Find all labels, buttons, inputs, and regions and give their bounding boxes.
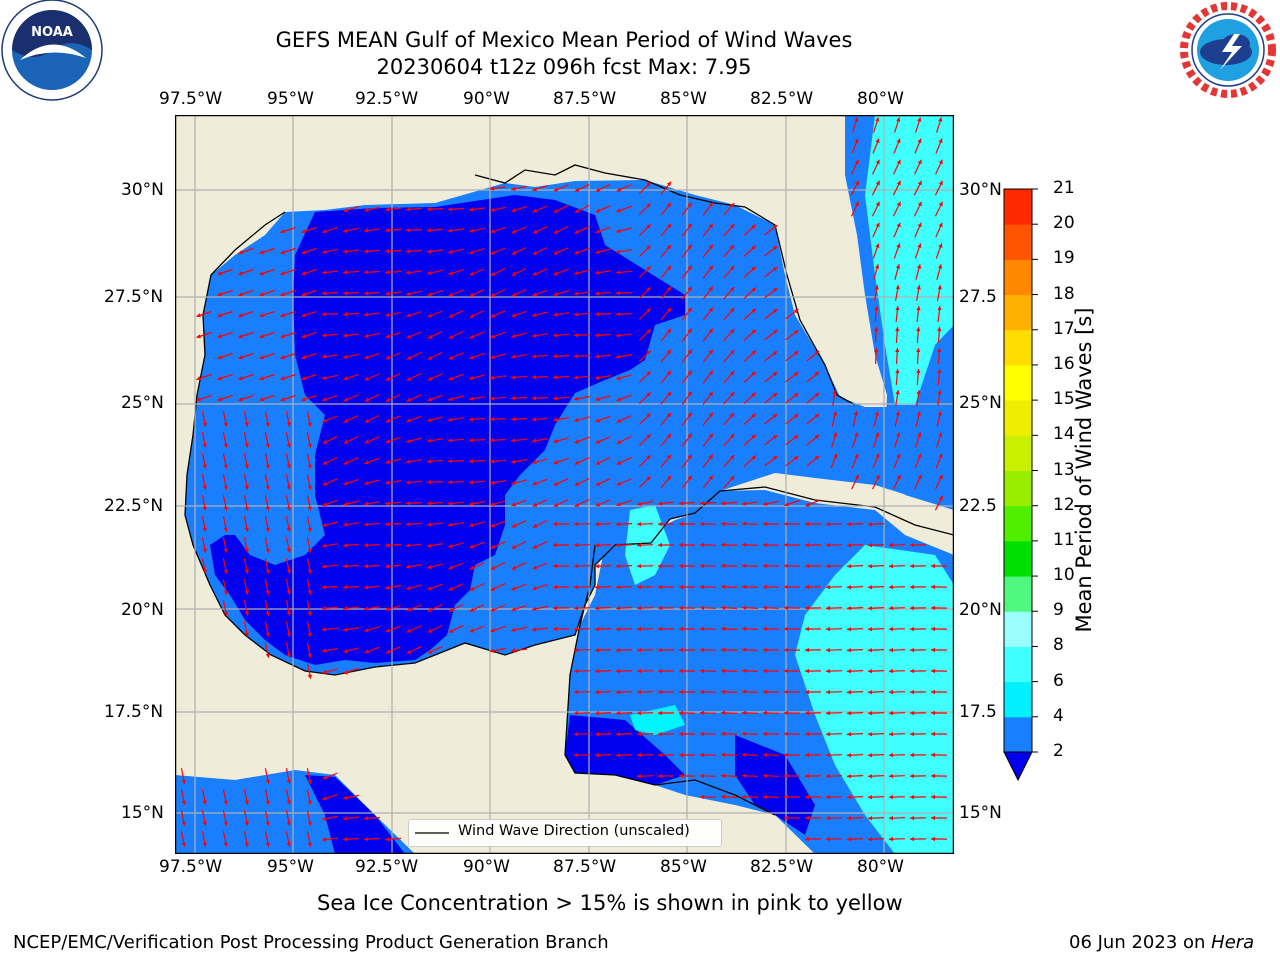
lon-label-bottom: 87.5°W	[553, 857, 617, 877]
colorbar-segment	[1004, 505, 1032, 542]
colorbar-segment	[1004, 224, 1032, 260]
colorbar-tick-label: 8	[1053, 635, 1064, 656]
lon-label-top: 97.5°W	[159, 89, 223, 109]
colorbar-segment	[1004, 400, 1032, 436]
colorbar-tick-label: 17	[1053, 318, 1075, 339]
colorbar-segment	[1004, 189, 1032, 225]
colorbar-tick-label: 18	[1053, 283, 1075, 304]
colorbar-tick-label: 21	[1053, 178, 1075, 198]
lat-label-left: 27.5°N	[104, 287, 164, 307]
lat-label-right: 30°N	[959, 180, 1002, 200]
colorbar-segment	[1004, 576, 1032, 612]
lat-label-right: 25°N	[959, 393, 1002, 413]
colorbar-segment	[1004, 329, 1032, 366]
graticule	[175, 115, 954, 854]
lon-label-top: 80°W	[857, 89, 904, 109]
colorbar-tick-label: 14	[1053, 424, 1075, 445]
colorbar-tick-label: 13	[1053, 459, 1075, 480]
caribbean-low-period-1	[565, 715, 685, 785]
colorbar-tick-label: 11	[1053, 529, 1075, 550]
colorbar	[1003, 188, 1038, 782]
lon-label-bottom: 95°W	[267, 857, 314, 877]
colorbar-segment	[1004, 681, 1032, 718]
colorbar-tick-label: 4	[1053, 705, 1064, 726]
noaa-logo: NOAA	[1, 0, 103, 101]
colorbar-segment	[1004, 364, 1032, 401]
colorbar-segment	[1004, 646, 1032, 683]
colorbar-segment	[1004, 294, 1032, 331]
lat-label-right: 27.5	[959, 287, 997, 307]
gulf-map[interactable]	[175, 115, 954, 854]
date-stamp: 06 Jun 2023 on Hera	[1069, 932, 1255, 953]
lon-label-top: 82.5°W	[750, 89, 814, 109]
colorbar-segment	[1004, 716, 1032, 753]
lat-label-right: 17.5	[959, 702, 997, 722]
wind-wave-arrows	[180, 117, 948, 847]
colorbar-tick-label: 6	[1053, 670, 1064, 691]
legend-label: Wind Wave Direction (unscaled)	[458, 823, 690, 839]
lon-label-bottom: 97.5°W	[159, 857, 223, 877]
colorbar-segment	[1004, 611, 1032, 647]
nws-logo	[1180, 2, 1276, 98]
pacific-low-period	[305, 775, 405, 854]
colorbar-tick-label: 10	[1053, 565, 1075, 586]
lon-label-top: 85°W	[660, 89, 707, 109]
lon-label-bottom: 92.5°W	[355, 857, 419, 877]
colorbar-extend-triangle	[1003, 751, 1033, 782]
colorbar-segment	[1004, 470, 1032, 507]
lat-label-left: 30°N	[121, 180, 164, 200]
caribbean-mid-period	[795, 545, 954, 854]
colorbar-tick-label: 16	[1053, 353, 1075, 374]
map-frame	[175, 115, 954, 854]
colorbar-segment	[1004, 435, 1032, 471]
lat-label-left: 17.5°N	[104, 702, 164, 722]
map-subtitle: 20230604 t12z 096h fcst Max: 7.95	[376, 55, 752, 79]
svg-text:NOAA: NOAA	[31, 25, 73, 40]
caribbean-low-period-2	[735, 735, 815, 835]
map-legend: Wind Wave Direction (unscaled)	[408, 819, 722, 847]
lon-label-top: 92.5°W	[355, 89, 419, 109]
map-title: GEFS MEAN Gulf of Mexico Mean Period of …	[275, 28, 853, 52]
colorbar-tick-label: 9	[1053, 600, 1064, 621]
lat-label-right: 22.5	[959, 496, 997, 516]
lon-label-bottom: 80°W	[857, 857, 904, 877]
lat-label-left: 20°N	[121, 600, 164, 620]
colorbar-tick-label: 19	[1053, 248, 1075, 269]
lon-label-top: 95°W	[267, 89, 314, 109]
coastline	[184, 164, 954, 676]
system-name: Hera	[1211, 932, 1255, 953]
colorbar-segment	[1004, 540, 1032, 577]
colorbar-title: Mean Period of Wind Waves [s]	[1072, 307, 1096, 633]
lat-label-left: 15°N	[121, 803, 164, 823]
lon-label-bottom: 90°W	[463, 857, 510, 877]
colorbar-tick-label: 12	[1053, 494, 1075, 515]
lat-label-right: 20°N	[959, 600, 1002, 620]
lon-label-bottom: 85°W	[660, 857, 707, 877]
lon-label-top: 90°W	[463, 89, 510, 109]
sea-ice-note: Sea Ice Concentration > 15% is shown in …	[317, 891, 903, 915]
yucatan-coast	[564, 544, 776, 816]
lat-label-right: 15°N	[959, 803, 1002, 823]
colorbar-tick-label: 2	[1053, 741, 1064, 761]
colorbar-segment	[1004, 259, 1032, 296]
atlantic-mid-period	[865, 115, 954, 405]
lon-label-bottom: 82.5°W	[750, 857, 814, 877]
lat-label-left: 25°N	[121, 393, 164, 413]
credit-text: NCEP/EMC/Verification Post Processing Pr…	[13, 932, 609, 953]
colorbar-tick-label: 20	[1053, 213, 1075, 234]
colorbar-tick-label: 15	[1053, 389, 1075, 410]
gulf-low-period	[210, 195, 685, 665]
lat-label-left: 22.5°N	[104, 496, 164, 516]
lon-label-top: 87.5°W	[553, 89, 617, 109]
